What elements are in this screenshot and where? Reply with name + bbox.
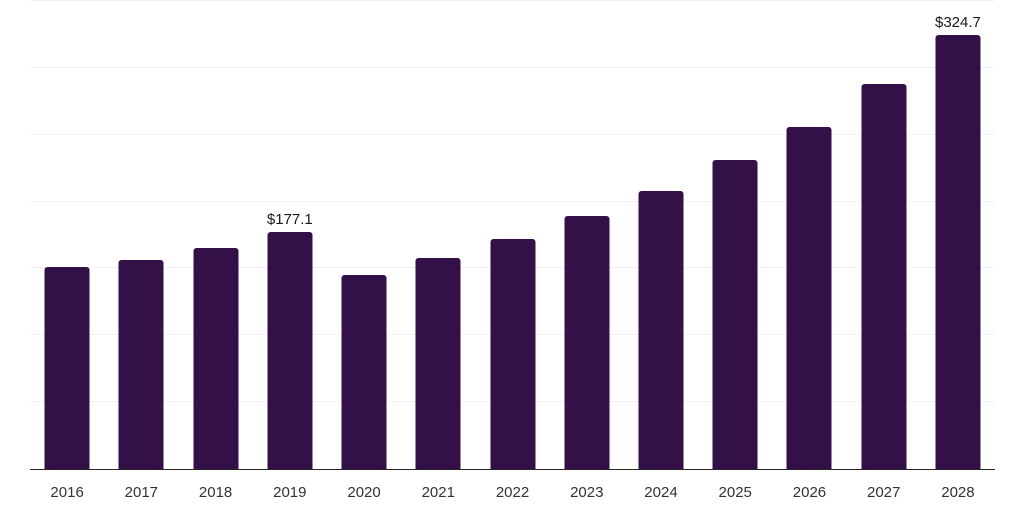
bar-2024 [638, 190, 684, 469]
x-tick-2023: 2023 [570, 484, 604, 501]
bar-2018 [193, 248, 239, 469]
value-label-2028: $324.7 [934, 13, 981, 31]
bar-series: $177.1 $324.7 [30, 0, 995, 469]
gridline-300 [30, 66, 995, 68]
bar-2017 [118, 260, 164, 469]
gridline-350 [30, 0, 995, 1]
x-tick-2020: 2020 [347, 484, 381, 501]
x-tick-2028: 2028 [941, 484, 975, 501]
x-tick-2021: 2021 [421, 484, 455, 501]
x-tick-2022: 2022 [495, 484, 530, 501]
bar-slot-2024 [624, 0, 698, 469]
plot-area: $177.1 $324.7 [30, 0, 995, 470]
bar-2020 [341, 275, 387, 469]
bar-2027 [861, 83, 907, 469]
bar-slot-2023 [550, 0, 624, 469]
bar-2028 [935, 34, 981, 469]
x-tick-2018: 2018 [198, 484, 233, 501]
bar-slot-2017 [104, 0, 178, 469]
bar-2016 [44, 267, 90, 469]
bar-slot-2019: $177.1 [253, 0, 327, 469]
bar-2019 [267, 232, 313, 469]
bar-slot-2022 [475, 0, 549, 469]
x-tick-2016: 2016 [50, 484, 84, 501]
bar-slot-2026 [772, 0, 846, 469]
bar-slot-2027 [847, 0, 921, 469]
bar-slot-2020 [327, 0, 401, 469]
bar-slot-2018 [178, 0, 252, 469]
gridline-200 [30, 200, 995, 202]
bar-2021 [415, 257, 461, 469]
x-axis-tick-labels: 2016 2017 2018 2019 2020 2021 2022 2023 2024 2025… [30, 484, 995, 501]
bar-slot-2025 [698, 0, 772, 469]
x-tick-2019: 2019 [273, 484, 307, 501]
x-tick-2027: 2027 [867, 484, 901, 501]
bar-slot-2016 [30, 0, 104, 469]
bar-2025 [712, 160, 758, 469]
bar-2022 [490, 239, 536, 469]
x-tick-2017: 2017 [124, 484, 159, 501]
gridline-250 [30, 133, 995, 135]
bar-2026 [786, 126, 832, 469]
x-tick-2024: 2024 [644, 484, 678, 501]
x-tick-2026: 2026 [792, 484, 827, 501]
bar-slot-2028: $324.7 [921, 0, 995, 469]
value-label-2019: $177.1 [266, 211, 313, 229]
bar-2023 [564, 216, 610, 469]
x-tick-2025: 2025 [718, 484, 752, 501]
bar-slot-2021 [401, 0, 475, 469]
